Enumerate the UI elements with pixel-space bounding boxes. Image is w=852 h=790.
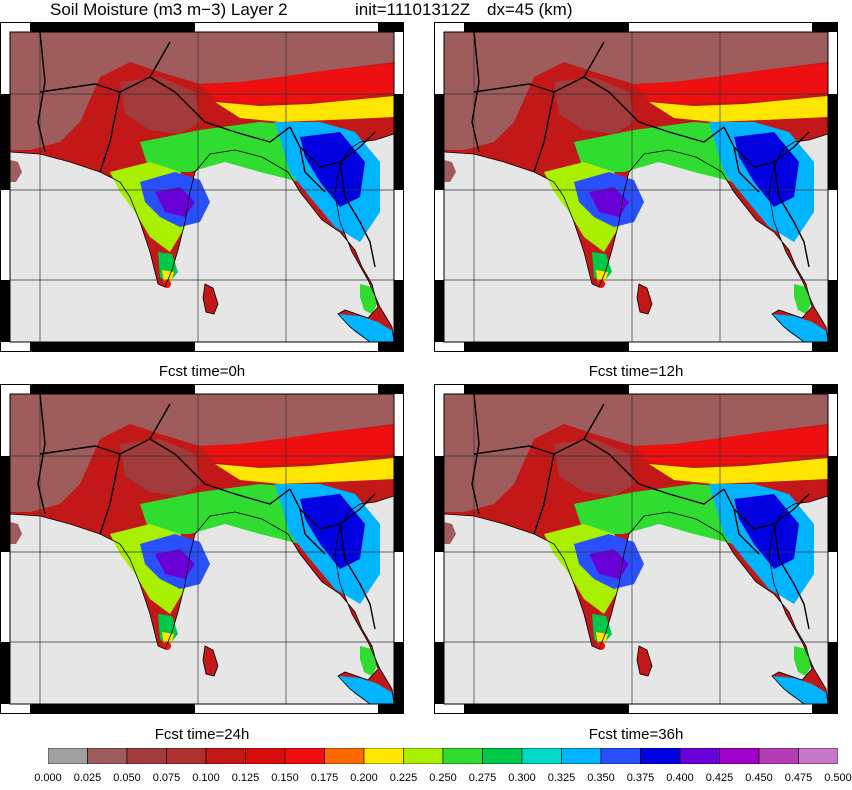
figure-title: Soil Moisture (m3 m−3) Layer 2 init=1110… bbox=[0, 0, 852, 22]
colorbar-swatch bbox=[205, 748, 246, 764]
colorbar bbox=[48, 748, 838, 764]
colorbar-tick-label: 0.350 bbox=[587, 772, 615, 784]
colorbar-tick-label: 0.250 bbox=[429, 772, 457, 784]
colorbar-swatch bbox=[87, 748, 128, 764]
colorbar-swatch bbox=[600, 748, 641, 764]
colorbar-tick-label: 0.500 bbox=[824, 772, 852, 784]
colorbar-swatch bbox=[758, 748, 799, 764]
colorbar-tick-label: 0.275 bbox=[468, 772, 497, 784]
panel-caption: Fcst time=24h bbox=[154, 726, 250, 743]
colorbar-tick-label: 0.050 bbox=[113, 772, 141, 784]
map-panel bbox=[0, 22, 404, 352]
panel-caption: Fcst time=0h bbox=[158, 363, 246, 380]
colorbar-tick-label: 0.300 bbox=[508, 772, 536, 784]
colorbar-swatch bbox=[363, 748, 404, 764]
colorbar-tick-label: 0.075 bbox=[152, 772, 181, 784]
title-dx: dx=45 (km) bbox=[487, 0, 573, 19]
colorbar-tick-label: 0.425 bbox=[705, 772, 734, 784]
colorbar-swatch bbox=[679, 748, 720, 764]
colorbar-swatch bbox=[284, 748, 325, 764]
colorbar-tick-label: 0.125 bbox=[231, 772, 260, 784]
colorbar-swatch bbox=[640, 748, 681, 764]
colorbar-swatch bbox=[126, 748, 167, 764]
colorbar-tick-label: 0.225 bbox=[389, 772, 418, 784]
colorbar-tick-label: 0.000 bbox=[34, 772, 62, 784]
panel-caption: Fcst time=36h bbox=[588, 726, 684, 743]
colorbar-swatch bbox=[798, 748, 838, 764]
colorbar-swatch bbox=[324, 748, 365, 764]
colorbar-swatch bbox=[48, 748, 88, 764]
colorbar-tick-label: 0.025 bbox=[73, 772, 102, 784]
colorbar-swatch bbox=[245, 748, 286, 764]
colorbar-tick-label: 0.150 bbox=[271, 772, 299, 784]
title-init: init=11101312Z bbox=[355, 0, 471, 19]
colorbar-swatch bbox=[561, 748, 602, 764]
colorbar-tick-label: 0.375 bbox=[626, 772, 655, 784]
colorbar-swatch bbox=[719, 748, 760, 764]
colorbar-swatch bbox=[166, 748, 207, 764]
colorbar-tick-label: 0.200 bbox=[350, 772, 378, 784]
colorbar-tick-label: 0.450 bbox=[745, 772, 773, 784]
colorbar-tick-label: 0.175 bbox=[310, 772, 339, 784]
colorbar-swatch bbox=[442, 748, 483, 764]
map-panel bbox=[434, 384, 838, 714]
panel-caption: Fcst time=12h bbox=[588, 363, 684, 380]
colorbar-tick-label: 0.475 bbox=[784, 772, 813, 784]
colorbar-tick-label: 0.100 bbox=[192, 772, 220, 784]
title-variable: Soil Moisture (m3 m−3) Layer 2 bbox=[50, 0, 288, 19]
colorbar-swatch bbox=[521, 748, 562, 764]
colorbar-swatch bbox=[403, 748, 444, 764]
colorbar-tick-label: 0.400 bbox=[666, 772, 694, 784]
colorbar-tick-label: 0.325 bbox=[547, 772, 576, 784]
colorbar-swatch bbox=[482, 748, 523, 764]
map-panel bbox=[0, 384, 404, 714]
map-panel bbox=[434, 22, 838, 352]
